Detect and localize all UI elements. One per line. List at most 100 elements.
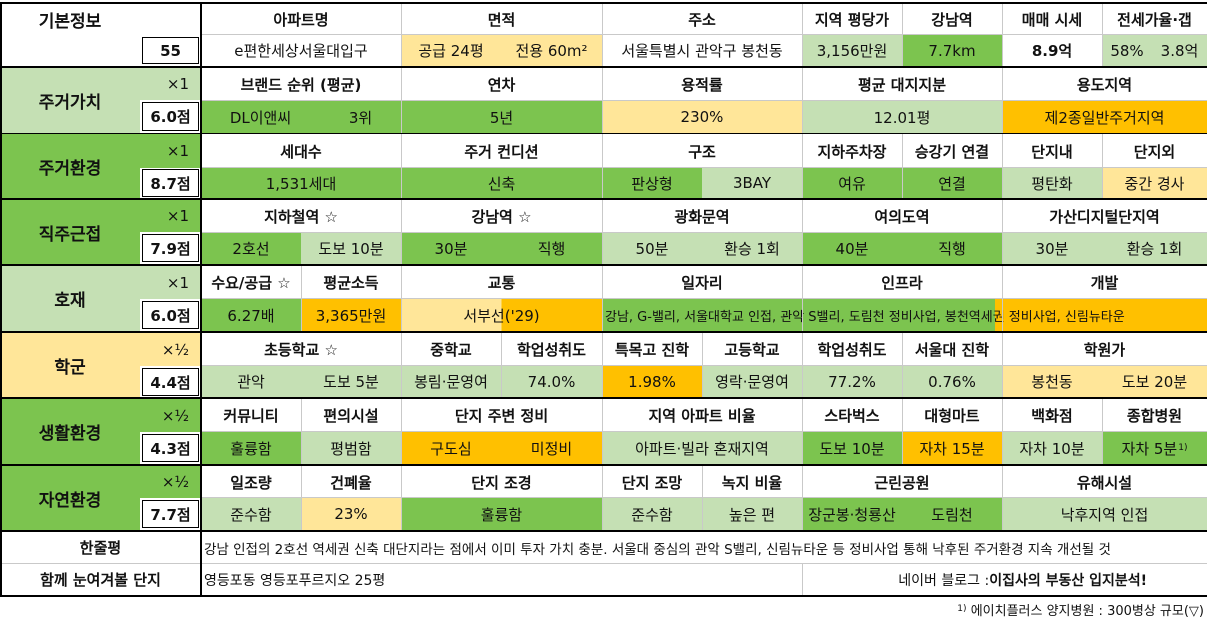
inside-terrain: 평탄화	[1002, 168, 1102, 198]
review-text: 강남 인접의 2호선 역세권 신축 대단지라는 점에서 이미 투자 가치 충분.…	[201, 532, 1207, 563]
hospital-footnote-mark: 1)	[1178, 443, 1188, 453]
average-income: 3,365만원	[301, 299, 401, 331]
elementary-walk: 도보 5분	[301, 366, 401, 397]
hospital-distance: 자차 5분	[1121, 439, 1178, 458]
header-gasan: 가산디지털단지역	[1002, 200, 1207, 232]
header-supply-demand: 수요/공급 ☆	[201, 266, 301, 299]
score-residential-env: 8.7점	[142, 169, 199, 197]
apartment-number: 55	[142, 37, 199, 64]
gwanghwamun-time: 50분	[602, 233, 702, 264]
header-high-achievement: 학업성취도	[802, 333, 902, 366]
header-price-per-pyeong: 지역 평당가	[802, 4, 902, 34]
gangnam-time: 30분	[401, 233, 501, 264]
header-elevator: 승강기 연결	[902, 134, 1002, 168]
multiplier-nature: ×½	[140, 466, 201, 498]
header-view: 단지 조망	[602, 466, 702, 498]
department-store: 자차 10분	[1002, 432, 1102, 464]
view: 준수함	[602, 498, 702, 530]
middle-school: 봉림·문영여	[401, 366, 501, 397]
header-sunlight: 일조량	[201, 466, 301, 498]
high-achievement: 77.2%	[802, 366, 902, 397]
structure-type: 판상형	[602, 168, 702, 198]
section-label-living: 생활환경	[0, 399, 140, 464]
blog-credit: 네이버 블로그 : 이집사의 부동산 입지분석!	[802, 564, 1207, 595]
brand-rank: 3위	[348, 108, 373, 127]
yeouido-time: 40분	[802, 233, 902, 264]
header-land-share: 평균 대지지분	[802, 68, 1002, 100]
zoning: 제2종일반주거지역	[1002, 101, 1207, 133]
review-label: 한줄평	[0, 532, 201, 563]
header-mart: 대형마트	[902, 399, 1002, 432]
header-area: 면적	[401, 4, 602, 34]
convenience: 평범함	[301, 432, 401, 464]
header-starbucks: 스타벅스	[802, 399, 902, 432]
score-school: 4.4점	[142, 368, 199, 396]
multiplier-commute: ×1	[140, 200, 201, 232]
gwanghwamun-mode: 환승 1회	[702, 233, 802, 264]
header-infra: 인프라	[802, 266, 1002, 299]
footnote-text: 에이치플러스 양지병원 : 300병상 규모(▽)	[970, 603, 1204, 619]
gasan-time: 30분	[1002, 233, 1102, 264]
hazard-facility: 낙후지역 인접	[1002, 498, 1207, 530]
brand-name: DL이앤씨	[229, 108, 292, 127]
elementary-school: 관악	[201, 366, 301, 397]
surroundings-old: 구도심	[401, 432, 501, 464]
apt-name: e편한세상서울대입구	[201, 35, 401, 66]
header-high: 고등학교	[702, 333, 802, 366]
multiplier-residential-value: ×1	[140, 68, 201, 100]
header-yeouido: 여의도역	[802, 200, 1002, 232]
supply-ratio: 6.27배	[201, 299, 301, 331]
parking: 여유	[802, 168, 902, 198]
section-label-basic: 기본정보	[0, 4, 140, 34]
address: 서울특별시 관악구 봉천동	[602, 35, 802, 66]
subway-walk: 도보 10분	[301, 233, 401, 264]
header-apt-ratio: 지역 아파트 비율	[602, 399, 802, 432]
snu-rate: 0.76%	[902, 366, 1002, 397]
header-income: 평균소득	[301, 266, 401, 299]
header-academy: 학원가	[1002, 333, 1207, 366]
header-gwanghwamun: 광화문역	[602, 200, 802, 232]
land-share: 12.01평	[802, 101, 1002, 133]
header-far: 용적률	[602, 68, 802, 100]
blog-name: 이집사의 부동산 입지분석!	[989, 572, 1147, 589]
apt-ratio: 아파트·빌라 혼재지역	[602, 432, 802, 464]
gangnam-distance: 7.7km	[902, 35, 1002, 66]
academy-area: 봉천동	[1002, 366, 1102, 397]
park-mountain: 장군봉·청룡산	[802, 498, 902, 530]
middle-achievement: 74.0%	[501, 366, 602, 397]
footnote-mark: 1)	[957, 604, 967, 614]
header-gangnam-station: 강남역 ☆	[401, 200, 602, 232]
gasan-mode: 환승 1회	[1102, 233, 1207, 264]
header-zoning: 용도지역	[1002, 68, 1207, 100]
outside-terrain: 중간 경사	[1102, 168, 1207, 198]
area-exclusive: 전용 60m²	[501, 35, 602, 66]
header-hazard: 유해시설	[1002, 466, 1207, 498]
starbucks: 도보 10분	[802, 432, 902, 464]
header-gangnam-distance: 강남역	[902, 4, 1002, 34]
header-subway: 지하철역 ☆	[201, 200, 401, 232]
header-outside: 단지외	[1102, 134, 1207, 168]
blog-prefix: 네이버 블로그 :	[898, 572, 990, 589]
header-hospital: 종합병원	[1102, 399, 1207, 432]
area-supply: 공급 24평	[401, 35, 501, 66]
multiplier-residential-env: ×1	[140, 134, 201, 168]
header-department: 백화점	[1002, 399, 1102, 432]
header-jeonse-gap: 전세가율·갭	[1102, 4, 1207, 34]
yeouido-mode: 직행	[902, 233, 1002, 264]
community: 훌륭함	[201, 432, 301, 464]
header-sale-price: 매매 시세	[1002, 4, 1102, 34]
header-households: 세대수	[201, 134, 401, 168]
general-hospital: 자차 5분 1)	[1102, 432, 1207, 464]
header-landscape: 단지 조경	[401, 466, 602, 498]
compare-text: 영등포동 영등포푸르지오 25평	[201, 564, 802, 595]
header-apt-name: 아파트명	[201, 4, 401, 34]
header-surroundings: 단지 주변 정비	[401, 399, 602, 432]
header-age: 연차	[401, 68, 602, 100]
header-brand-rank: 브랜드 순위 (평균)	[201, 68, 401, 100]
footnote: 1) 에이치플러스 양지병원 : 300병상 규모(▽)	[860, 598, 1204, 620]
section-label-residential-value: 주거가치	[0, 68, 140, 133]
elevator: 연결	[902, 168, 1002, 198]
score-residential-value: 6.0점	[142, 102, 199, 131]
price-per-pyeong: 3,156만원	[802, 35, 902, 66]
multiplier-living: ×½	[140, 399, 201, 432]
